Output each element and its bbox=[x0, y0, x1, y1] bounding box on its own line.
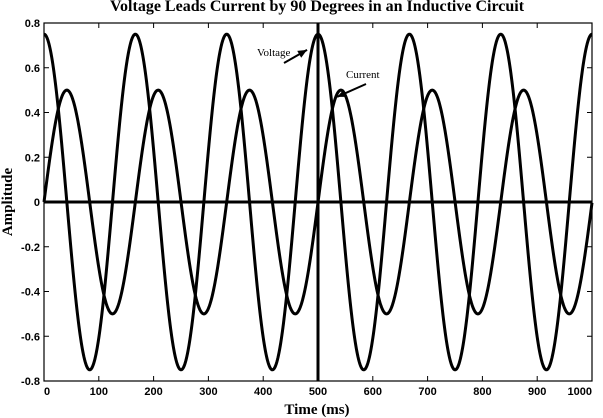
x-axis: 0 100 200 300 400 500 600 700 800 900 1000 bbox=[43, 23, 593, 398]
y-tick-label: -0.4 bbox=[21, 287, 41, 299]
x-tick-label: 1000 bbox=[568, 386, 592, 398]
annotation-arrow-head bbox=[297, 49, 308, 58]
series-current-line bbox=[42, 88, 594, 316]
annotation-arrow-head bbox=[337, 89, 348, 97]
annotation-current-label: Current bbox=[346, 69, 380, 81]
series-voltage-line bbox=[43, 32, 593, 372]
x-tick-label: 200 bbox=[144, 386, 162, 398]
chart-title: Voltage Leads Current by 90 Degrees in a… bbox=[110, 0, 525, 15]
x-tick-label: 900 bbox=[528, 386, 546, 398]
y-tick-label: 0 bbox=[34, 197, 40, 209]
x-tick-label: 500 bbox=[309, 386, 327, 398]
y-tick-label: 0.6 bbox=[25, 63, 40, 75]
y-tick-label: 0.4 bbox=[25, 108, 41, 120]
x-tick-label: 800 bbox=[473, 386, 491, 398]
y-axis: 0.8 0.6 0.4 0.2 0 -0.2 -0.4 -0.6 -0.8 bbox=[21, 18, 592, 388]
x-tick-label: 300 bbox=[199, 386, 217, 398]
annotation-voltage-label: Voltage bbox=[257, 47, 291, 59]
series-layer bbox=[42, 32, 594, 372]
x-tick-label: 400 bbox=[254, 386, 272, 398]
y-tick-label: 0.8 bbox=[25, 18, 40, 30]
x-tick-label: 0 bbox=[44, 386, 50, 398]
x-axis-label: Time (ms) bbox=[284, 402, 349, 418]
y-tick-label: -0.2 bbox=[21, 242, 40, 254]
x-tick-label: 700 bbox=[418, 386, 436, 398]
x-tick-label: 600 bbox=[364, 386, 382, 398]
annotations: Voltage Current bbox=[257, 47, 380, 98]
y-tick-label: -0.6 bbox=[21, 331, 40, 343]
y-tick-label: -0.8 bbox=[21, 376, 40, 388]
y-axis-label: Amplitude bbox=[0, 167, 16, 236]
y-tick-label: 0.2 bbox=[25, 152, 40, 164]
x-tick-label: 100 bbox=[90, 386, 108, 398]
